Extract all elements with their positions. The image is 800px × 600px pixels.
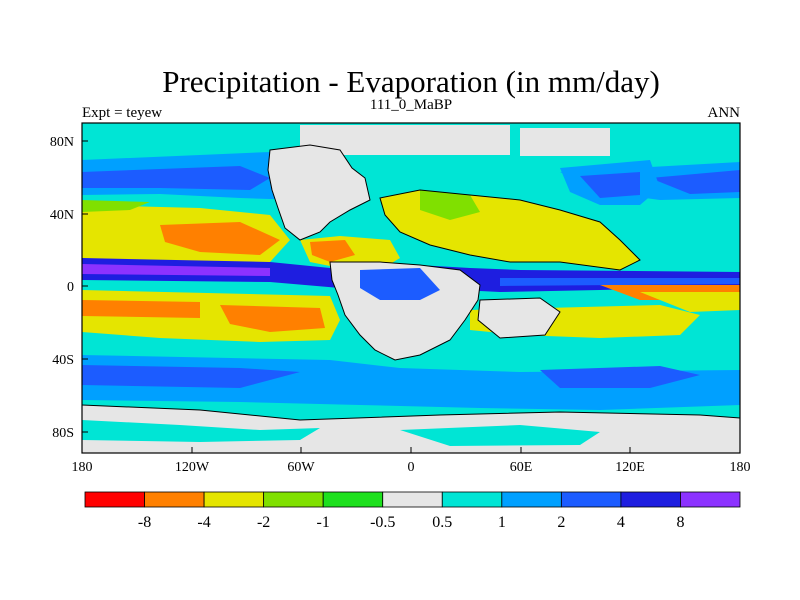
colorbar-swatch [382,491,443,508]
season-label: ANN [708,105,741,121]
precip-evap-field [82,123,740,453]
x-tick-label: 180 [72,460,93,475]
colorbar-swatch [203,491,265,508]
y-tick-label: 0 [67,280,74,295]
colorbar-swatch [501,491,562,508]
colorbar-swatch [322,491,384,508]
y-tick-label: 40S [52,353,74,368]
colorbar [84,491,741,508]
colorbar-label: -4 [197,514,210,531]
colorbar-swatch [680,491,741,508]
colorbar-label: -8 [138,514,151,531]
x-tick-label: 0 [408,460,415,475]
x-tick-label: 120E [615,460,645,475]
colorbar-label: 8 [676,514,684,531]
x-tick-label: 120W [175,460,210,475]
y-tick-label: 80N [50,135,74,150]
colorbar-swatch [560,491,622,508]
colorbar-swatch [620,491,681,508]
map-title: Precipitation - Evaporation (in mm/day) [162,64,660,99]
colorbar-label: -1 [317,514,330,531]
y-tick-label: 80S [52,426,74,441]
experiment-label: Expt = teyew [82,105,162,121]
colorbar-label: -2 [257,514,270,531]
colorbar-label: 1 [498,514,506,531]
colorbar-label: -0.5 [370,514,395,531]
colorbar-swatch [441,491,503,508]
x-tick-label: 180 [730,460,751,475]
colorbar-swatch [263,491,324,508]
x-tick-label: 60E [510,460,533,475]
colorbar-label: 0.5 [432,514,452,531]
x-axis: 180 120W 60W 0 60E 120E 180 [72,447,751,475]
colorbar-swatch [84,491,145,508]
colorbar-swatch [144,491,205,508]
period-label: 111_0_MaBP [370,97,452,113]
colorbar-label: 4 [617,514,625,531]
colorbar-label: 2 [557,514,565,531]
y-tick-label: 40N [50,208,74,223]
colorbar-labels: -8 -4 -2 -1 -0.5 0.5 1 2 4 8 [138,514,685,531]
x-tick-label: 60W [287,460,315,475]
y-axis: 80N 40N 0 40S 80S [50,135,88,441]
